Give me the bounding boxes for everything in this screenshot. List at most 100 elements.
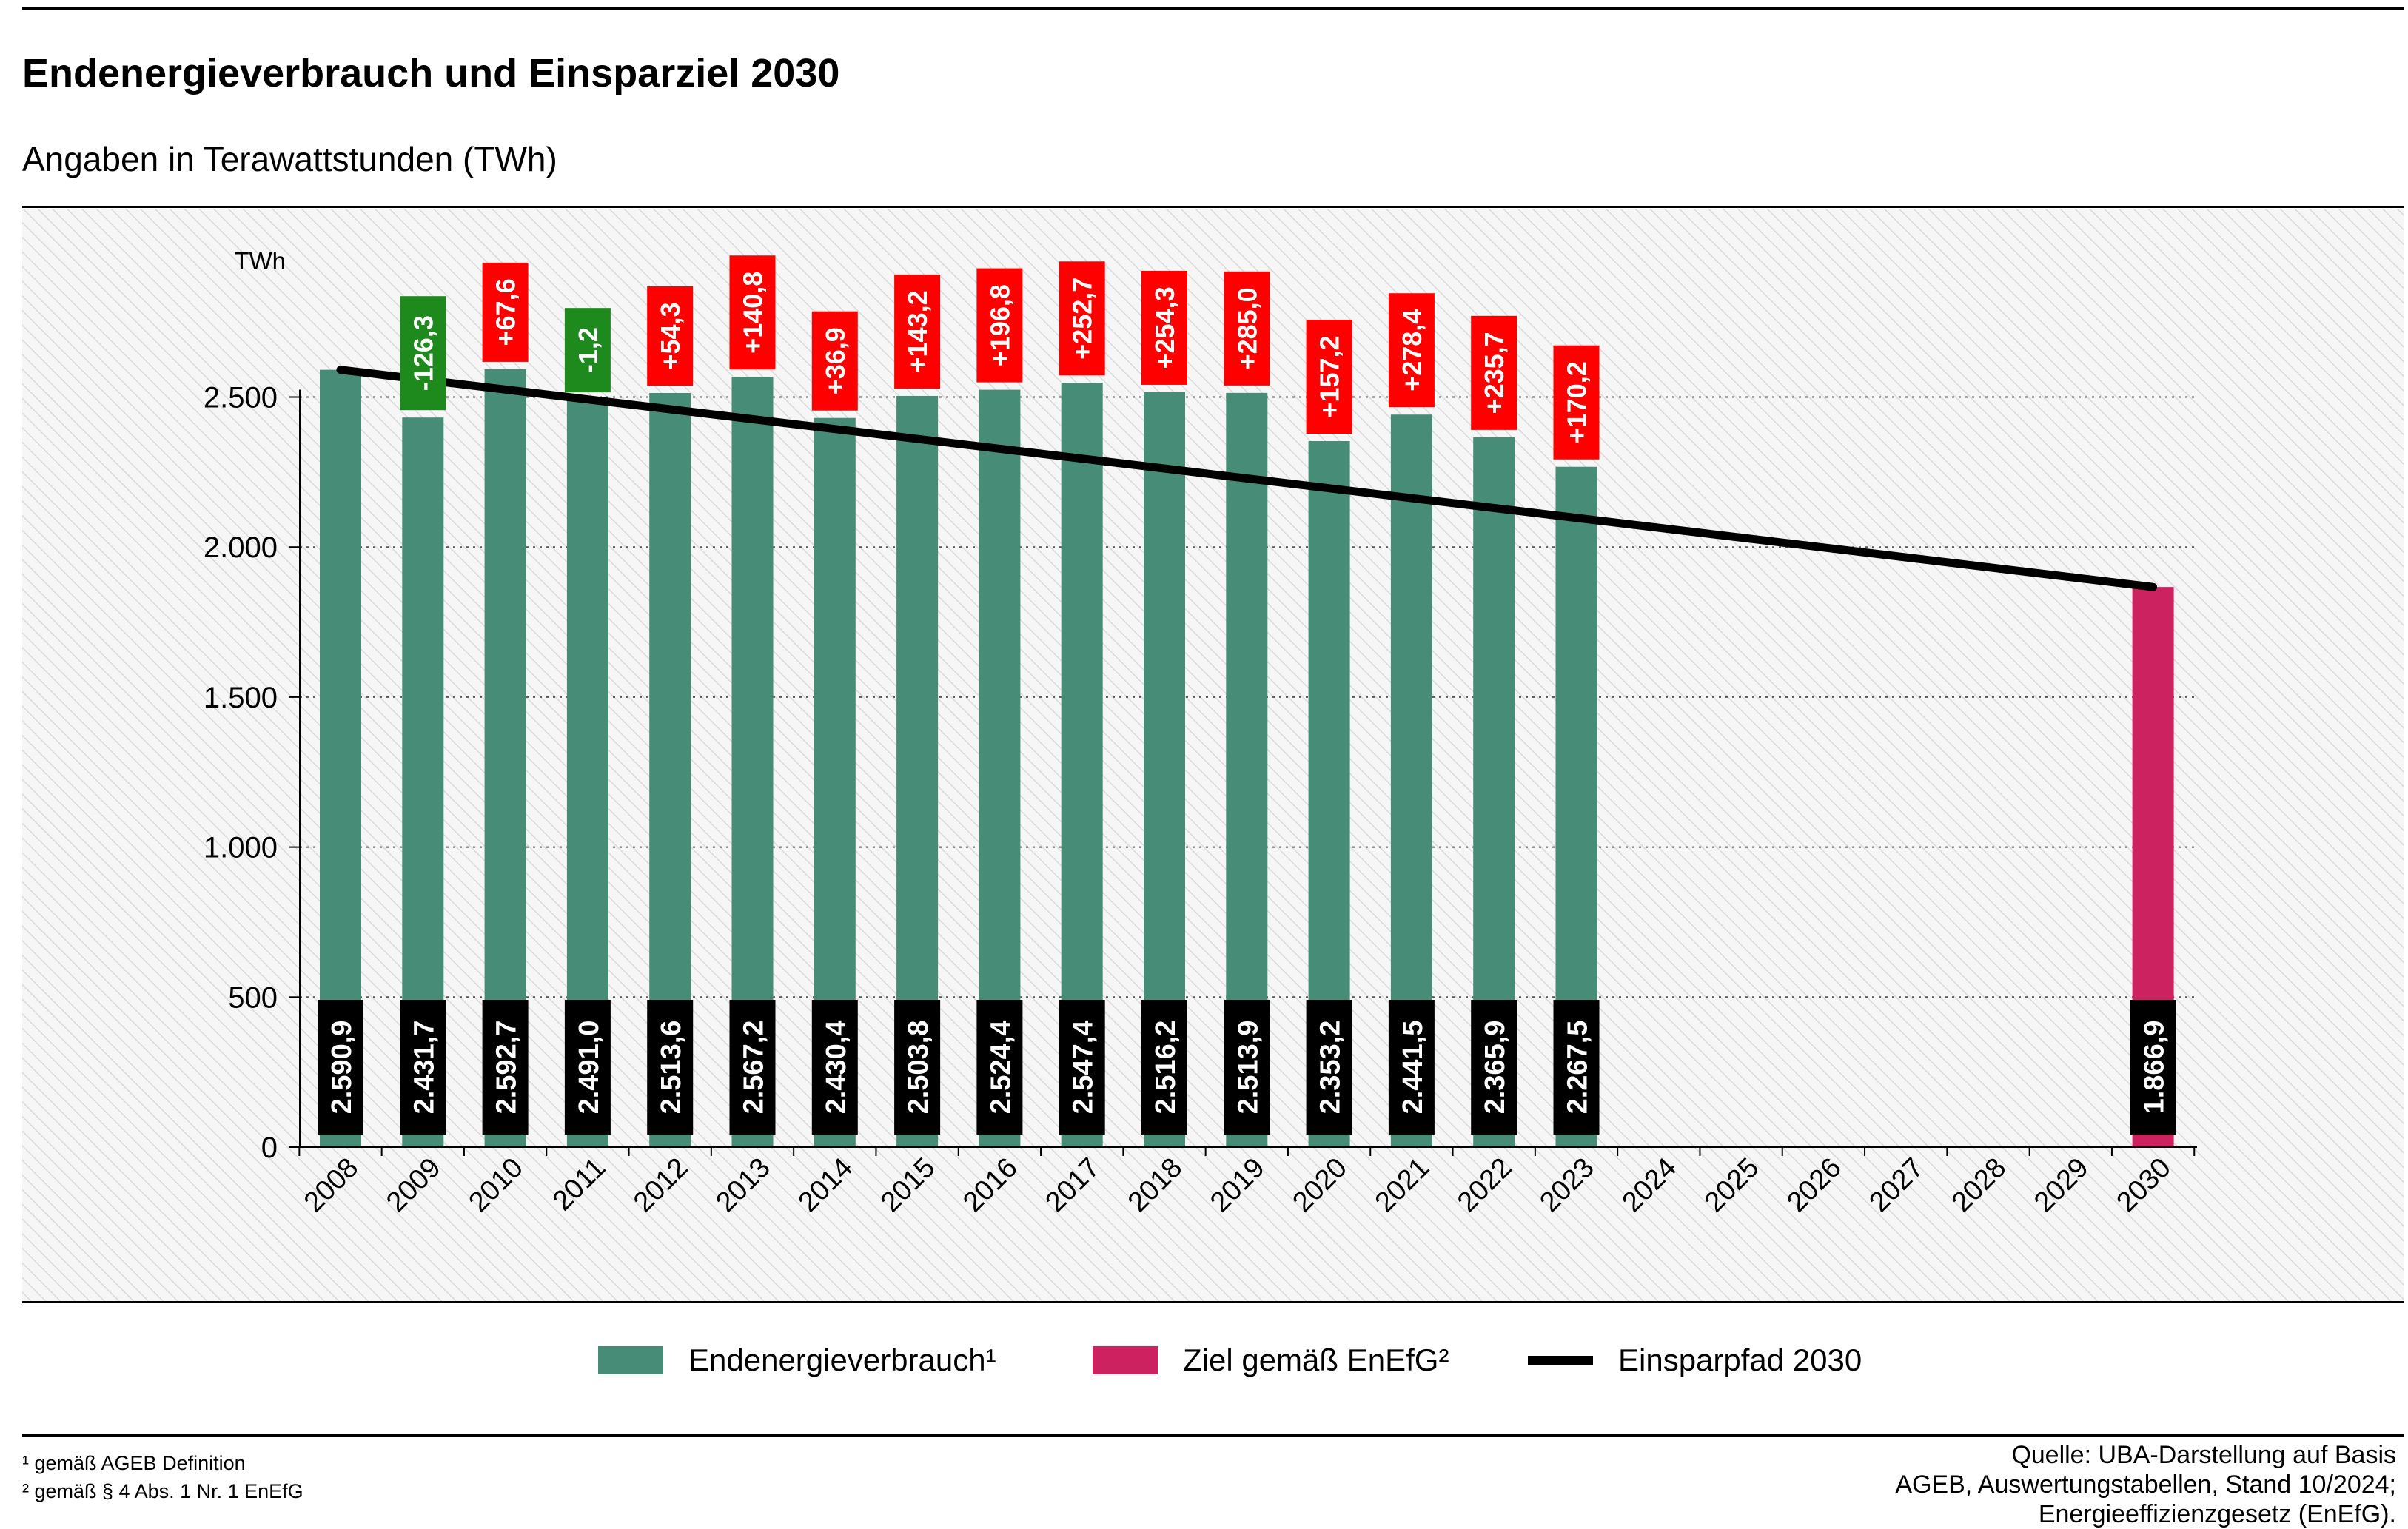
change-label: +140,8: [738, 272, 768, 354]
change-label: +143,2: [902, 290, 933, 372]
chart-title: Endenergieverbrauch und Einsparziel 2030: [22, 51, 840, 95]
value-label: 2.513,9: [1232, 1021, 1264, 1115]
value-label: 2.353,2: [1315, 1021, 1346, 1115]
legend-swatch-target: [1093, 1346, 1158, 1374]
source-line-3: Energieeffizienzgesetz (EnEfG).: [2038, 1500, 2396, 1528]
legend: Endenergieverbrauch¹ Ziel gemäß EnEfG² E…: [0, 1338, 2408, 1382]
value-label-box: [400, 1000, 446, 1135]
change-label-box: [1388, 293, 1435, 408]
legend-item-target: Ziel gemäß EnEfG²: [1093, 1338, 1449, 1382]
y-tick-label: 1.000: [204, 832, 278, 864]
change-label-box: [1141, 270, 1187, 385]
change-label-box: [976, 268, 1023, 383]
value-label-box: [1388, 1000, 1435, 1135]
value-label: 2.441,5: [1398, 1021, 1429, 1115]
value-label-box: [1471, 1000, 1517, 1135]
change-label-box: [564, 308, 611, 393]
change-label: +278,4: [1397, 309, 1427, 392]
legend-label-target: Ziel gemäß EnEfG²: [1183, 1343, 1449, 1377]
value-label-box: [811, 1000, 858, 1135]
value-label-box: [729, 1000, 776, 1135]
value-label-box: [564, 1000, 611, 1135]
savings-path-line: [336, 366, 2158, 591]
change-label: -126,3: [408, 315, 438, 391]
legend-swatch-consumption: [598, 1346, 663, 1374]
header-rule: [22, 206, 2404, 208]
y-tick-label: 2.000: [204, 531, 278, 564]
source-note: Quelle: UBA-Darstellung auf Basis AGEB, …: [1895, 1440, 2396, 1529]
change-label-box: [1224, 271, 1270, 386]
change-label: +54,3: [655, 302, 685, 369]
change-label: -1,2: [573, 327, 603, 373]
y-tick-label: 1.500: [204, 682, 278, 714]
value-label-box: [1224, 1000, 1270, 1135]
change-label: +157,2: [1315, 335, 1345, 417]
y-tick-label: 500: [228, 981, 278, 1014]
change-label-box: [482, 262, 529, 362]
value-label-box: [894, 1000, 941, 1135]
change-label-box: [647, 286, 694, 386]
change-label-box: [811, 311, 858, 411]
plot-bottom-rule: [22, 1301, 2404, 1303]
footer-rule: [22, 1434, 2404, 1437]
gridlines: [300, 396, 2197, 998]
value-label-box: [976, 1000, 1023, 1135]
change-label-box: [400, 296, 446, 411]
change-label: +252,7: [1067, 278, 1098, 360]
value-label: 2.592,7: [492, 1021, 523, 1115]
value-label: 1.866,9: [2139, 1021, 2170, 1115]
value-label: 2.516,2: [1150, 1021, 1181, 1115]
change-label-box: [1306, 320, 1352, 434]
legend-swatch-path: [1528, 1356, 1593, 1365]
value-label: 2.491,0: [574, 1021, 605, 1115]
value-label-box: [2130, 1000, 2176, 1135]
footnotes: ¹ gemäß AGEB Definition ² gemäß § 4 Abs.…: [22, 1449, 303, 1505]
value-label: 2.590,9: [326, 1021, 358, 1115]
value-label: 2.431,7: [409, 1021, 440, 1115]
change-label-box: [894, 274, 941, 389]
change-label: +67,6: [491, 278, 521, 346]
change-label-box: [1471, 315, 1517, 430]
chart-plot: 2.590,9 2.431,7 2.592,7 2.491,0 2.513,6 2.567…: [22, 209, 2404, 1301]
value-label: 2.524,4: [985, 1021, 1016, 1115]
source-line-1: Quelle: UBA-Darstellung auf Basis: [2011, 1441, 2396, 1469]
legend-label-path: Einsparpfad 2030: [1618, 1343, 1862, 1377]
value-label-box: [1306, 1000, 1352, 1135]
value-label: 2.267,5: [1563, 1021, 1594, 1115]
value-label-box: [1553, 1000, 1600, 1135]
y-tick-label: 0: [261, 1132, 278, 1164]
savings-path: [336, 366, 2158, 591]
legend-item-consumption: Endenergieverbrauch¹: [598, 1338, 996, 1382]
change-label: +235,7: [1479, 332, 1509, 414]
value-label: 2.503,8: [903, 1021, 934, 1115]
source-line-2: AGEB, Auswertungstabellen, Stand 10/2024…: [1895, 1471, 2396, 1499]
change-label: +170,2: [1562, 361, 1592, 443]
y-axis-label: TWh: [234, 247, 286, 275]
change-label-box: [1059, 261, 1105, 376]
value-label-box: [318, 1000, 363, 1135]
chart-subtitle: Angaben in Terawattstunden (TWh): [22, 140, 557, 178]
value-label-box: [647, 1000, 694, 1135]
change-label-box: [729, 255, 776, 370]
y-tick-label: 2.500: [204, 382, 278, 414]
footnote-1: ¹ gemäß AGEB Definition: [22, 1452, 246, 1474]
change-label-box: [1553, 345, 1600, 460]
value-label: 2.567,2: [739, 1021, 770, 1115]
value-label-box: [1141, 1000, 1187, 1135]
change-label: +36,9: [820, 327, 851, 394]
value-label: 2.547,4: [1068, 1021, 1099, 1115]
legend-label-consumption: Endenergieverbrauch¹: [688, 1343, 996, 1377]
value-label: 2.430,4: [821, 1021, 852, 1115]
change-label: +254,3: [1150, 286, 1180, 369]
top-rule: [22, 7, 2404, 10]
value-label: 2.513,6: [656, 1021, 687, 1115]
legend-item-path: Einsparpfad 2030: [1528, 1338, 1862, 1382]
change-label: +196,8: [985, 284, 1015, 366]
change-label: +285,0: [1232, 287, 1262, 369]
value-label-box: [482, 1000, 529, 1135]
data-labels: 2.590,9 2.431,7 2.592,7 2.491,0 2.513,6 2.567…: [318, 255, 2176, 1135]
value-label-box: [1059, 1000, 1105, 1135]
value-label: 2.365,9: [1480, 1021, 1511, 1115]
footnote-2: ² gemäß § 4 Abs. 1 Nr. 1 EnEfG: [22, 1480, 303, 1502]
